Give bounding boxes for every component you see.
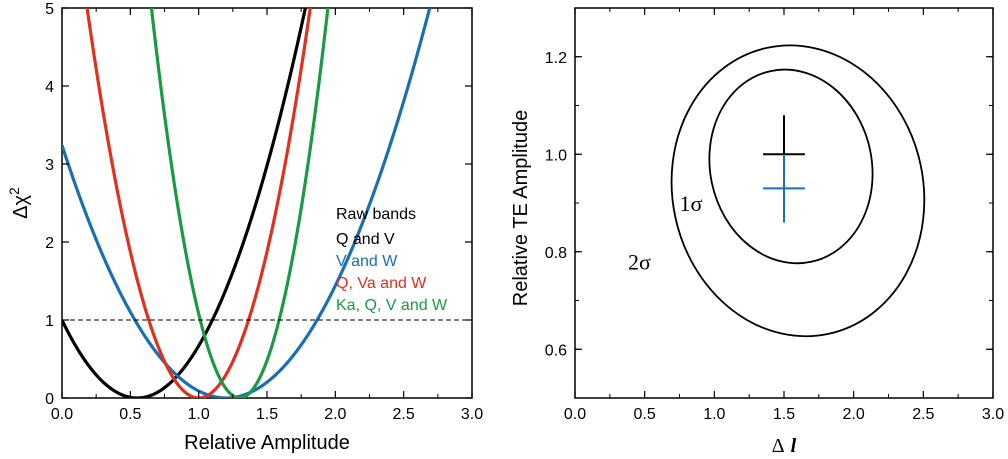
right-x-axis-title-delta: Δ (772, 435, 785, 457)
right-y-axis-title: Relative TE Amplitude (510, 110, 532, 306)
left-x-tick-label: 3.0 (461, 406, 483, 423)
left-x-ticks: 0.0 0.5 1.0 1.5 2.0 2.5 3.0 (51, 8, 483, 423)
series-line-1 (62, 8, 308, 398)
left-y-tick-label: 0 (45, 391, 54, 408)
right-x-tick-label: 1.5 (773, 406, 795, 423)
left-x-tick-label: 0.0 (51, 406, 73, 423)
left-x-axis-title: Relative Amplitude (184, 432, 350, 454)
left-y-tick-label: 4 (45, 79, 54, 96)
left-x-tick-label: 0.5 (119, 406, 141, 423)
left-y-axis-title-main: Δχ (10, 194, 32, 218)
left-y-axis-title: Δχ2 (6, 187, 32, 219)
contour-2 (670, 44, 926, 338)
left-y-tick-label: 2 (45, 235, 54, 252)
left-y-axis-title-sup: 2 (6, 187, 22, 195)
right-x-axis-title-var: l (791, 435, 797, 457)
right-y-tick-label: 0.8 (545, 245, 567, 262)
left-x-tick-label: 2.0 (324, 406, 346, 423)
left-x-tick-label: 2.5 (393, 406, 415, 423)
left-y-tick-label: 1 (45, 313, 54, 330)
right-x-tick-label: 2.0 (843, 406, 865, 423)
legend-entry-4: Ka, Q, V and W (336, 297, 448, 314)
left-y-ticks: 0 1 2 3 4 5 (45, 1, 472, 408)
legend: Raw bands Q and V V and W Q, Va and W Ka, Q… (336, 206, 448, 314)
legend-entry-2: V and W (336, 253, 398, 270)
right-x-tick-label: 2.5 (912, 406, 934, 423)
left-x-tick-label: 1.5 (256, 406, 278, 423)
right-x-tick-label: 0.5 (634, 406, 656, 423)
legend-entry-1: Q and V (336, 231, 395, 248)
legend-entry-3: Q, Va and W (336, 275, 427, 292)
left-series-group (62, 8, 432, 398)
right-x-tick-label: 3.0 (982, 406, 1004, 423)
left-y-tick-label: 5 (45, 1, 54, 18)
right-x-tick-label: 1.0 (703, 406, 725, 423)
right-y-tick-label: 0.6 (545, 342, 567, 359)
left-x-tick-label: 1.0 (188, 406, 210, 423)
right-x-ticks: 0.0 0.5 1.0 1.5 2.0 2.5 3.0 (564, 8, 1004, 423)
contour-group: 1σ 2σ (628, 44, 926, 338)
contour-label-1sigma: 1σ (680, 191, 703, 216)
contour-label-2sigma: 2σ (628, 250, 651, 275)
left-plot-frame (61, 7, 473, 399)
right-y-tick-label: 1.0 (545, 147, 567, 164)
series-line-3 (85, 8, 312, 398)
right-x-tick-label: 0.0 (564, 406, 586, 423)
error-cross-group (763, 115, 805, 223)
series-line-4 (149, 8, 330, 398)
left-y-tick-label: 3 (45, 157, 54, 174)
left-chart-panel: 0.0 0.5 1.0 1.5 2.0 2.5 3.0 0 1 2 3 4 5 Relative Am… (6, 1, 483, 454)
right-y-ticks: 0.6 0.8 1.0 1.2 (545, 7, 993, 399)
right-y-tick-label: 1.2 (545, 50, 567, 67)
legend-title: Raw bands (336, 206, 416, 223)
contour-1 (708, 68, 874, 265)
